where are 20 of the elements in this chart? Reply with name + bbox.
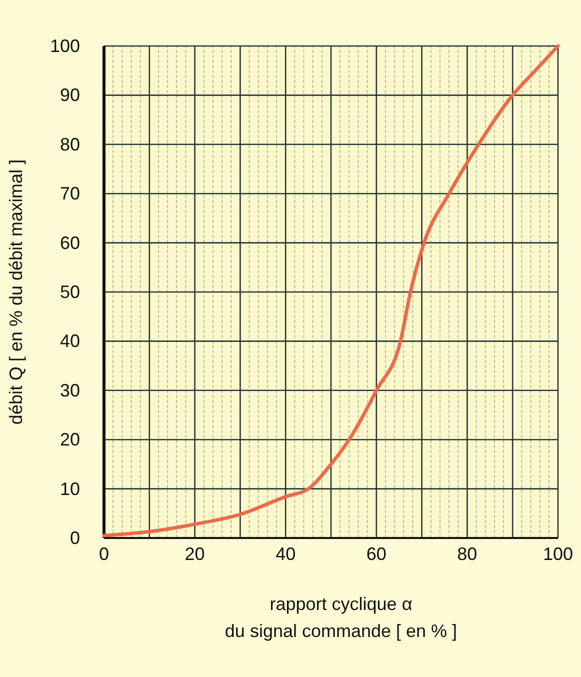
y-tick-label: 10 xyxy=(60,478,80,499)
y-tick-label: 100 xyxy=(50,36,80,56)
y-tick-label: 40 xyxy=(60,331,80,352)
y-tick-label: 80 xyxy=(60,134,80,154)
x-tick-label: 80 xyxy=(457,544,478,564)
x-tick-label: 20 xyxy=(184,544,205,564)
y-tick-label: 30 xyxy=(60,380,80,400)
y-tick-label: 20 xyxy=(60,430,80,450)
y-tick-label: 0 xyxy=(70,528,80,548)
y-tick-label: 70 xyxy=(60,184,80,204)
y-tick-label: 50 xyxy=(60,282,80,302)
x-tick-label: 60 xyxy=(366,544,386,564)
x-axis-title: rapport cyclique α du signal commande [ en % ] xyxy=(224,594,458,641)
x-tick-label: 0 xyxy=(98,544,110,564)
y-tick-label: 90 xyxy=(60,85,80,106)
x-tick-label: 100 xyxy=(542,544,574,564)
y-tick-label: 60 xyxy=(60,232,80,253)
line-series xyxy=(102,44,560,538)
y-axis-title: débit Q [ en % du débit maximal ] xyxy=(6,159,26,425)
x-tick-label: 40 xyxy=(276,544,296,564)
